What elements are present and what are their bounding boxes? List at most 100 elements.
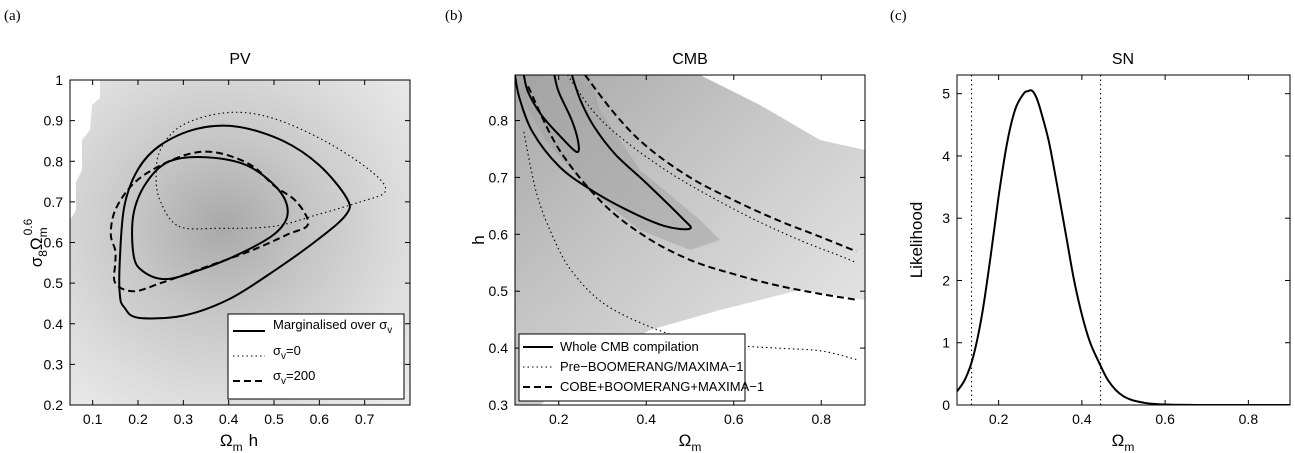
panel-b-xaxis: 0.2 0.4 0.6 0.8 — [549, 75, 831, 427]
panel-b-letter: (b) — [445, 8, 463, 24]
panel-a-xtick-label: 0.3 — [174, 411, 194, 427]
panel-a-xlabel: Ωm h — [220, 431, 258, 453]
panel-c-ytick-label: 2 — [942, 272, 950, 288]
panel-c: (c) SN 0.2 0.4 0.6 0.8 0 1 2 3 4 5 Ωm Likelihood — [890, 8, 1291, 453]
legend-a-entry-1: Marginalised over σv — [273, 317, 392, 336]
panel-a-xtick-label: 0.2 — [128, 411, 148, 427]
legend-a-entry-1-sub: v — [387, 325, 392, 336]
panel-c-xtick-label: 0.8 — [1239, 411, 1259, 427]
panel-a-ytick-label: 1 — [55, 72, 63, 88]
panel-a-ylabel-power: 0.6 — [21, 218, 35, 235]
legend-b-entry-2: Pre−BOOMERANG/MAXIMA−1 — [560, 359, 744, 374]
legend-b-entry-3: COBE+BOOMERANG+MAXIMA−1 — [560, 379, 764, 394]
panel-b-xtick-label: 0.6 — [724, 411, 744, 427]
panel-a-ytick-label: 0.6 — [44, 235, 64, 251]
panel-b-ytick-label: 0.3 — [489, 397, 509, 413]
panel-b-xlabel: Ωm — [679, 431, 702, 453]
panel-a-xaxis: 0.1 0.2 0.3 0.4 0.5 0.6 0.7 — [83, 80, 375, 427]
panel-c-ytick-label: 5 — [942, 86, 950, 102]
panel-c-xtick-label: 0.4 — [1072, 411, 1092, 427]
panel-c-ytick-label: 0 — [942, 397, 950, 413]
panel-a-legend: Marginalised over σv σv=0 σv=200 — [227, 313, 405, 400]
panel-b-xlabel-sub: m — [691, 440, 701, 453]
legend-b-entry-1: Whole CMB compilation — [560, 339, 699, 354]
panel-c-title: SN — [1112, 51, 1134, 68]
panel-c-xaxis: 0.2 0.4 0.6 0.8 — [989, 75, 1258, 427]
legend-a-entry-2-tail: =0 — [286, 343, 301, 358]
panel-b: (b) CMB 0.2 0.4 0.6 0.8 0.30.40.50.60.70.8 … — [445, 8, 866, 453]
panel-a-ylabel: σ8Ωm0.6 — [21, 218, 50, 267]
panel-c-xtick-label: 0.6 — [1155, 411, 1175, 427]
legend-a-entry-3-sub: v — [281, 376, 286, 387]
panel-a-letter: (a) — [4, 8, 21, 24]
panel-b-legend-box — [518, 333, 746, 402]
legend-a-entry-2-text: σ — [273, 343, 281, 358]
panel-a-xtick-label: 0.4 — [219, 411, 239, 427]
legend-a-entry-3-text: σ — [273, 368, 281, 383]
panel-b-core-shading — [515, 75, 720, 250]
panel-a-contour-marginalised-inner — [131, 155, 289, 281]
panel-b-ytick-label: 0.5 — [489, 283, 509, 299]
panel-b-contour-whole-inner — [522, 75, 580, 154]
panel-a-contours — [109, 111, 387, 320]
legend-a-entry-1-text: Marginalised over σ — [273, 317, 387, 332]
panel-a-xtick-label: 0.1 — [83, 411, 103, 427]
panel-a-ytick-label: 0.8 — [44, 153, 64, 169]
panel-a-xlabel-sub: m — [233, 440, 243, 453]
panel-c-ylabel: Likelihood — [907, 202, 926, 279]
panel-b-frame — [514, 74, 866, 406]
panel-a-yaxis: 0.2 0.3 0.4 0.5 0.6 0.7 0.8 0.9 1 — [44, 72, 410, 413]
panel-c-frame — [956, 74, 1291, 406]
panel-a-ylabel-sigma-sub: 8 — [36, 250, 50, 257]
panel-c-plot — [957, 75, 1290, 405]
panel-a-ytick-label: 0.5 — [44, 275, 64, 291]
panel-a-xtick-label: 0.6 — [310, 411, 330, 427]
panel-b-contour-boomerang_maxima-lower — [527, 85, 857, 301]
legend-a-entry-3: σv=200 — [273, 368, 315, 387]
panel-a-xtick-label: 0.7 — [355, 411, 375, 427]
panel-b-contour-pre_boomerang-lower — [523, 131, 857, 361]
panel-c-ytick-label: 3 — [942, 210, 950, 226]
panel-b-ytick-label: 0.4 — [489, 340, 509, 356]
legend-a-entry-3-tail: =200 — [286, 368, 315, 383]
panel-b-ytick-label: 0.8 — [489, 113, 509, 129]
panel-a-legend-box — [227, 313, 405, 400]
panel-c-ytick-label: 4 — [942, 148, 950, 164]
panel-c-yaxis: 0 1 2 3 4 5 — [942, 86, 1290, 413]
panel-a-white-corner — [70, 80, 100, 220]
legend-a-entry-2: σv=0 — [273, 343, 301, 362]
panel-b-ytick-label: 0.7 — [489, 169, 509, 185]
panel-a-contour-marginalised-outer — [118, 124, 351, 320]
panel-a-ytick-label: 0.3 — [44, 356, 64, 372]
panel-c-xlabel-sub: m — [1124, 440, 1134, 453]
panel-b-contour-pre_boomerang-upper — [567, 75, 857, 264]
panel-c-likelihood-curve — [957, 89, 1290, 405]
panel-b-xlabel-symbol: Ω — [679, 431, 692, 450]
panel-a-xlabel-symbol: Ω — [220, 431, 233, 450]
panel-a: (a) PV 0.1 0.2 0.3 0.4 0.5 0.6 0.7 0.20.30.40.… — [4, 8, 411, 453]
panel-b-xtick-label: 0.8 — [812, 411, 832, 427]
panel-b-contours — [515, 75, 857, 361]
panel-b-yaxis: 0.3 0.4 0.5 0.6 0.7 0.8 — [489, 113, 865, 413]
panel-a-ytick-label: 0.9 — [44, 113, 64, 129]
panel-b-ylabel: h — [469, 235, 488, 244]
panel-c-xlabel: Ωm — [1112, 431, 1135, 453]
panel-a-ylabel-sigma: σ — [27, 256, 46, 267]
panel-a-title: PV — [229, 51, 251, 68]
panel-c-letter: (c) — [890, 8, 907, 24]
panel-a-ytick-label: 0.7 — [44, 194, 64, 210]
panel-a-ytick-label: 0.2 — [44, 397, 64, 413]
legend-a-entry-2-sub: v — [281, 351, 286, 362]
panel-b-title: CMB — [672, 51, 708, 68]
panel-a-contour-sigma_v_200-1 — [109, 150, 310, 293]
panel-a-ytick-label: 0.4 — [44, 316, 64, 332]
panel-b-xtick-label: 0.4 — [637, 411, 657, 427]
panel-a-ylabel-omega-sub: m — [36, 227, 50, 237]
panel-a-xtick-label: 0.5 — [264, 411, 284, 427]
panel-b-ytick-label: 0.6 — [489, 226, 509, 242]
panel-c-xtick-label: 0.2 — [989, 411, 1009, 427]
panel-b-legend: Whole CMB compilation Pre−BOOMERANG/MAXI… — [518, 333, 764, 402]
panel-b-xtick-label: 0.2 — [549, 411, 569, 427]
panel-b-contour-whole-outer — [515, 75, 692, 231]
